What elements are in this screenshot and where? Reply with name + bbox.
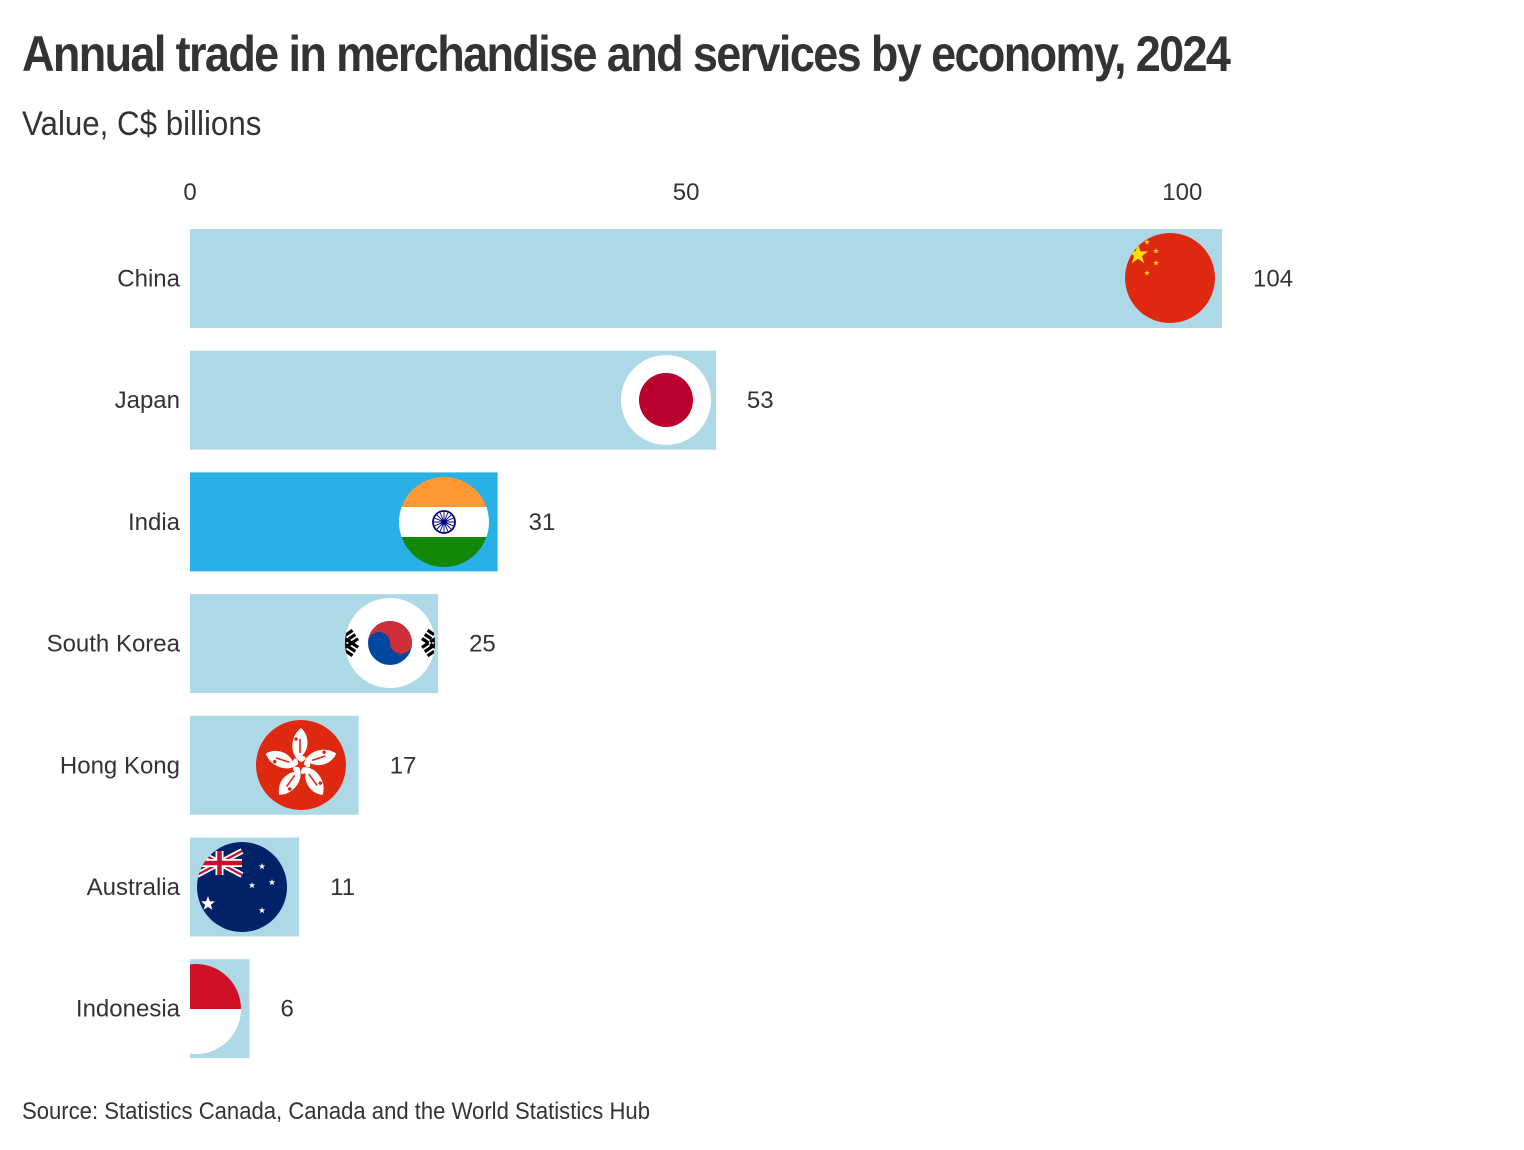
- category-label-hong-kong: Hong Kong: [60, 752, 180, 779]
- value-label-india: 31: [529, 509, 556, 536]
- japan-flag-icon: [621, 355, 711, 445]
- x-axis: 0 50 100: [183, 179, 1202, 206]
- category-label-south-korea: South Korea: [47, 631, 181, 658]
- x-tick-label: 50: [673, 179, 700, 206]
- category-label-japan: Japan: [115, 387, 180, 414]
- x-tick-label: 100: [1162, 179, 1202, 206]
- value-label-south-korea: 25: [469, 631, 496, 658]
- category-label-australia: Australia: [87, 874, 181, 901]
- category-label-china: China: [117, 266, 180, 293]
- south-korea-flag-icon: [345, 598, 435, 688]
- value-label-indonesia: 6: [281, 996, 294, 1023]
- value-label-australia: 11: [330, 874, 355, 901]
- hong-kong-flag-icon: [256, 720, 346, 810]
- x-tick-label: 0: [183, 179, 196, 206]
- source-note: Source: Statistics Canada, Canada and th…: [22, 1098, 650, 1125]
- category-label-india: India: [128, 509, 181, 536]
- bars: [190, 229, 1222, 1059]
- category-labels: China Japan India South Korea Hong Kong Austr…: [47, 266, 181, 1023]
- chart-subtitle: Value, C$ billions: [22, 105, 262, 143]
- bar-china: [190, 229, 1222, 328]
- value-label-hong-kong: 17: [390, 752, 417, 779]
- indonesia-flag-icon: [190, 964, 241, 1054]
- china-flag-icon: [1125, 233, 1215, 323]
- value-label-japan: 53: [747, 387, 774, 414]
- india-flag-icon: [399, 477, 489, 567]
- australia-flag-icon: [197, 842, 287, 932]
- value-labels: 104 53 31 25 17 11 6: [281, 266, 1294, 1023]
- value-label-china: 104: [1253, 266, 1293, 293]
- category-label-indonesia: Indonesia: [76, 996, 181, 1023]
- chart-title: Annual trade in merchandise and services…: [22, 26, 1231, 82]
